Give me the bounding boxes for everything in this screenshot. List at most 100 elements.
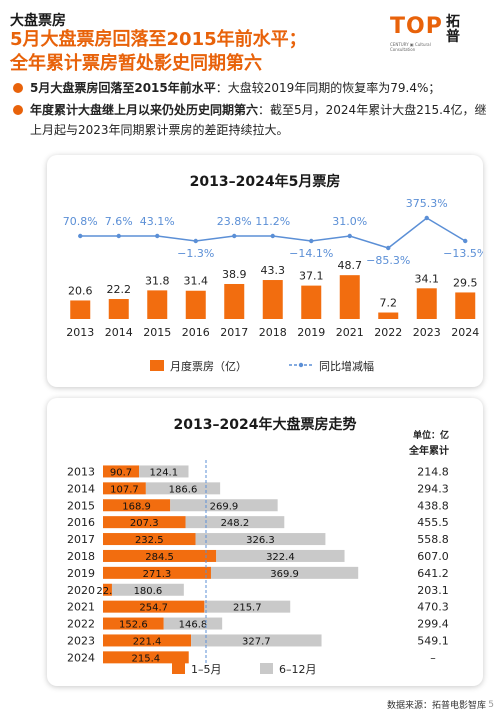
logo-wordmark: TOP bbox=[390, 14, 443, 39]
bar-jan-may-2015 bbox=[103, 499, 171, 512]
row-total: 214.8 bbox=[417, 465, 449, 478]
bullet-item: 年度累计大盘继上月以来仍处历史同期第六：截至5月，2024年累计大盘215.4亿… bbox=[10, 100, 490, 140]
yoy-point bbox=[116, 233, 121, 239]
bar-may-2018 bbox=[262, 280, 283, 319]
title-line-1: 5月大盘票房回落至2015年前水平； bbox=[10, 29, 307, 50]
bar-jun-dec-2020 bbox=[111, 583, 184, 596]
bar-jun-dec-label: 369.9 bbox=[270, 569, 299, 580]
x-tick-label: 2023 bbox=[413, 326, 441, 339]
bar-jan-may-2017 bbox=[103, 533, 196, 546]
row-year-label: 2016 bbox=[67, 516, 95, 529]
bullet-text: ：截至5月，2024年累计大盘215.4亿，继上月起与2023年同期累计票房的差… bbox=[30, 103, 487, 137]
bar-jan-may-label: 254.7 bbox=[139, 603, 168, 614]
x-tick-label: 2019 bbox=[297, 326, 325, 339]
bar-may-2013 bbox=[70, 300, 91, 319]
x-tick-label: 2016 bbox=[182, 326, 210, 339]
may-box-office-chart-card: 2013–2024年5月票房 20.6 2013 70.8% 22.2 2014 7.6%… bbox=[47, 155, 483, 387]
row-year-label: 2021 bbox=[67, 601, 95, 614]
bar-jan-may-label: 90.7 bbox=[110, 467, 132, 478]
logo-chinese: 拓 普 bbox=[446, 15, 464, 45]
bullet-bold: 5月大盘票房回落至2015年前水平 bbox=[30, 81, 216, 95]
bar-jan-may-2022 bbox=[103, 617, 164, 630]
yoy-point bbox=[78, 233, 83, 239]
yoy-label: 11.2% bbox=[255, 215, 290, 228]
row-total: 299.4 bbox=[417, 618, 449, 631]
row-year-label: 2024 bbox=[67, 651, 95, 664]
bar-jun-dec-label: 269.9 bbox=[210, 501, 239, 512]
bar-label: 38.9 bbox=[222, 268, 247, 281]
x-tick-label: 2014 bbox=[105, 326, 133, 339]
row-total: 470.3 bbox=[417, 601, 449, 614]
bar-jan-may-label: 215.4 bbox=[132, 653, 161, 664]
total-header: 全年累计 bbox=[408, 444, 449, 457]
x-tick-label: 2021 bbox=[336, 326, 364, 339]
yoy-point bbox=[155, 233, 160, 239]
bar-jan-may-label: 152.6 bbox=[119, 620, 148, 631]
bar-jun-dec-2018 bbox=[216, 549, 345, 562]
bar-jun-dec-label: 124.1 bbox=[149, 467, 178, 478]
bar-jan-may-label: 221.4 bbox=[133, 636, 162, 647]
logo-cn-1: 拓 bbox=[446, 14, 460, 30]
bar-jun-dec-label: 327.7 bbox=[242, 636, 271, 647]
bar-jun-dec-label: 322.4 bbox=[266, 552, 295, 563]
yoy-label: 23.8% bbox=[217, 215, 252, 228]
legend-bar-label: 月度票房（亿） bbox=[170, 359, 247, 373]
yoy-label: −85.3% bbox=[366, 254, 410, 267]
bullet-dot-icon bbox=[13, 105, 23, 115]
bar-jan-may-label: 207.3 bbox=[130, 518, 159, 529]
data-source: 数据来源：拓普电影智库 bbox=[386, 701, 486, 711]
logo-subtitle: CENTURY ▣ Cultural Consultation bbox=[390, 42, 431, 52]
bar-jun-dec-2022 bbox=[163, 617, 223, 630]
page-header: 大盘票房 5月大盘票房回落至2015年前水平； 全年累计票房暂处影史同期第六 T… bbox=[0, 0, 500, 96]
x-tick-label: 2024 bbox=[451, 326, 479, 339]
yoy-point bbox=[309, 238, 314, 244]
x-tick-label: 2013 bbox=[66, 326, 94, 339]
yoy-label: 31.0% bbox=[332, 215, 367, 228]
bar-jun-dec-2014 bbox=[145, 482, 221, 495]
bar-jan-may-label: 168.9 bbox=[122, 501, 151, 512]
bullet-dot-icon bbox=[13, 83, 23, 93]
bullet-item: 5月大盘票房回落至2015年前水平：大盘较2019年同期的恢复率为79.4%； bbox=[10, 78, 490, 98]
row-year-label: 2020 bbox=[67, 584, 95, 597]
bar-label: 34.1 bbox=[415, 272, 440, 285]
legend-jun-dec-swatch bbox=[260, 663, 273, 674]
page-title: 5月大盘票房回落至2015年前水平； 全年累计票房暂处影史同期第六 bbox=[10, 28, 370, 76]
bar-jan-may-label: 284.5 bbox=[145, 552, 174, 563]
yoy-label: 375.3% bbox=[406, 197, 448, 210]
x-tick-label: 2022 bbox=[374, 326, 402, 339]
unit-label: 单位：亿 bbox=[413, 429, 449, 441]
row-year-label: 2022 bbox=[67, 618, 95, 631]
bar-jun-dec-2013 bbox=[139, 465, 189, 478]
yoy-label: −14.1% bbox=[289, 247, 333, 260]
logo-cn-2: 普 bbox=[446, 29, 460, 45]
bar-jan-may-label: 271.3 bbox=[143, 569, 172, 580]
chart2-title: 2013–2024年大盘票房走势 bbox=[173, 417, 357, 433]
bar-may-2019 bbox=[301, 285, 322, 319]
bar-jan-may-label: 22.5 bbox=[96, 586, 118, 597]
yoy-point bbox=[232, 233, 237, 239]
bar-jun-dec-label: 215.7 bbox=[233, 603, 262, 614]
bar-label: 37.1 bbox=[299, 270, 324, 283]
row-total: 558.8 bbox=[417, 533, 449, 546]
bar-jan-may-2021 bbox=[103, 600, 205, 613]
summary-bullets: 5月大盘票房回落至2015年前水平：大盘较2019年同期的恢复率为79.4%； … bbox=[10, 78, 490, 142]
x-tick-label: 2017 bbox=[220, 326, 248, 339]
annual-box-office-chart-card: 2013–2024年大盘票房走势 单位：亿 全年累计 2013 90.7 124.1 21… bbox=[47, 398, 483, 686]
bar-jan-may-2016 bbox=[103, 516, 186, 529]
row-total: 294.3 bbox=[417, 482, 449, 495]
bar-label: 43.3 bbox=[261, 264, 286, 277]
yoy-label: −1.3% bbox=[177, 247, 214, 260]
row-total: 455.5 bbox=[417, 516, 449, 529]
legend-jan-may-swatch bbox=[172, 663, 185, 674]
bar-may-2022 bbox=[378, 312, 399, 319]
bar-jun-dec-label: 186.6 bbox=[169, 484, 198, 495]
bar-may-2015 bbox=[147, 290, 168, 319]
row-total: – bbox=[430, 651, 436, 664]
bar-jan-may-2014 bbox=[103, 482, 146, 495]
legend-line-label: 同比增减幅 bbox=[319, 359, 374, 373]
section-label: 大盘票房 bbox=[10, 13, 66, 29]
bar-label: 48.7 bbox=[338, 259, 363, 272]
bar-label: 29.5 bbox=[453, 276, 478, 289]
bar-jun-dec-label: 180.6 bbox=[134, 586, 163, 597]
bar-may-2017 bbox=[224, 283, 245, 319]
